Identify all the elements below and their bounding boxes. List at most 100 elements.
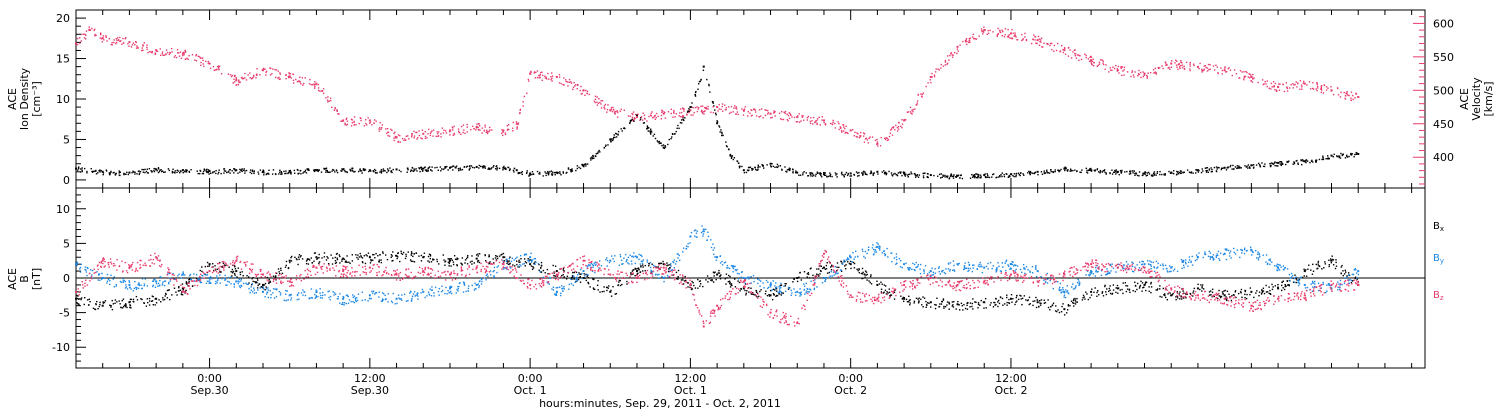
ion-density-sample (942, 175, 945, 177)
bx-sample (87, 304, 90, 306)
ion-density-sample (1350, 152, 1352, 155)
ion-density-sample (1152, 172, 1155, 175)
velocity-sample (784, 110, 787, 113)
velocity-sample (814, 121, 816, 124)
velocity-sample (650, 115, 653, 117)
by-sample (238, 278, 241, 281)
velocity-sample (165, 53, 167, 55)
bx-sample (925, 300, 927, 303)
bx-sample (287, 267, 290, 270)
ion-density-sample (1281, 163, 1284, 165)
velocity-sample (920, 93, 922, 95)
bx-sample (1159, 288, 1161, 290)
bx-sample (341, 258, 343, 261)
bx-sample (1067, 304, 1070, 306)
velocity-sample (690, 114, 692, 116)
velocity-sample (1228, 67, 1230, 69)
ion-density-sample (850, 175, 853, 177)
ion-density-sample (168, 169, 171, 172)
velocity-sample (916, 102, 918, 104)
velocity-sample (732, 111, 734, 113)
ion-density-sample (259, 169, 262, 171)
velocity-sample (1140, 76, 1142, 79)
velocity-sample (983, 26, 985, 28)
ion-density-sample (751, 169, 753, 171)
bx-sample (951, 301, 954, 303)
bx-sample (964, 307, 967, 310)
by-sample (353, 301, 356, 304)
bx-sample (316, 258, 318, 260)
velocity-sample (1067, 55, 1070, 57)
velocity-sample (285, 77, 287, 80)
by-sample (417, 295, 419, 297)
ion-density-sample (1072, 169, 1074, 172)
bx-sample (1159, 285, 1161, 287)
velocity-sample (1181, 66, 1184, 69)
ion-density-sample (102, 172, 105, 174)
ion-density-sample (1311, 159, 1313, 162)
bx-sample (1223, 290, 1225, 292)
bx-sample (148, 300, 151, 302)
bx-sample (1280, 289, 1283, 292)
ion-density-sample (810, 172, 812, 174)
velocity-sample (912, 111, 914, 113)
velocity-sample (611, 110, 614, 113)
velocity-sample (679, 112, 681, 114)
ion-density-sample (1173, 170, 1175, 172)
ion-density-sample (757, 168, 759, 171)
ion-density-sample (766, 164, 768, 166)
velocity-sample (570, 82, 573, 84)
ion-density-sample (1112, 171, 1115, 174)
ion-density-sample (239, 171, 241, 173)
ion-density-sample (1215, 170, 1218, 172)
bx-sample (214, 265, 216, 267)
velocity-sample (730, 111, 732, 114)
ion-density-sample (595, 153, 598, 155)
velocity-sample (737, 113, 739, 116)
velocity-sample (1277, 86, 1279, 88)
ion-density-sample (1041, 173, 1044, 175)
bx-point (475, 257, 478, 260)
velocity-sample (633, 118, 635, 121)
ion-density-sample (1249, 167, 1251, 170)
bx-sample (936, 297, 938, 299)
bx-sample (1271, 283, 1273, 286)
velocity-sample (1181, 64, 1184, 66)
bx-sample (211, 263, 214, 265)
by-sample (367, 300, 369, 302)
by-sample (113, 286, 116, 288)
ion-density-sample (1263, 165, 1266, 168)
bx-sample (826, 272, 829, 274)
velocity-sample (1014, 32, 1016, 34)
ion-density-sample (757, 167, 759, 169)
bx-sample (1330, 260, 1332, 262)
bx-sample (775, 287, 777, 289)
bx-sample (707, 281, 709, 283)
velocity-point (849, 129, 852, 132)
velocity-sample (1251, 81, 1254, 83)
by-sample (378, 291, 380, 293)
bx-sample (358, 256, 361, 258)
bx-sample (146, 298, 149, 300)
ion-density-sample (1115, 173, 1117, 175)
velocity-sample (328, 100, 330, 102)
top-right-y-tick-label: 600 (1433, 17, 1454, 30)
velocity-sample (693, 111, 695, 114)
bx-sample (689, 286, 691, 289)
velocity-sample (987, 29, 989, 32)
ion-density-sample (521, 173, 523, 176)
bx-sample (712, 281, 715, 283)
bx-sample (410, 260, 413, 262)
velocity-sample (95, 34, 97, 37)
ion-density-sample (553, 171, 556, 174)
velocity-sample (692, 114, 694, 116)
by-sample (394, 303, 396, 305)
bx-sample (518, 261, 520, 263)
bx-sample (578, 272, 580, 274)
bx-sample (971, 305, 973, 308)
velocity-sample (231, 74, 234, 77)
bx-sample (341, 260, 343, 262)
ion-density-sample (115, 172, 117, 175)
by-sample (167, 273, 169, 275)
by-sample (112, 278, 114, 280)
